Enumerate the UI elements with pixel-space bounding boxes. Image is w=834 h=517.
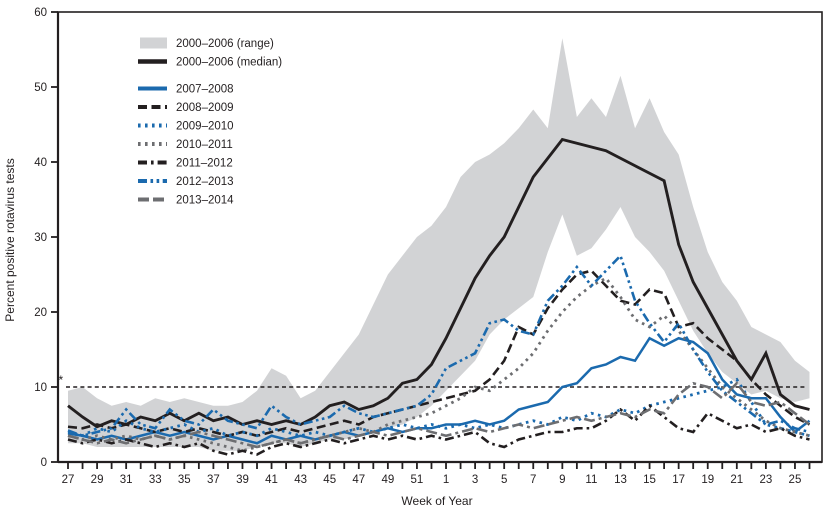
x-tick-label: 49 (381, 474, 394, 486)
series-line-2000-2006- (67, 137, 810, 429)
series-line-2011-2012 (67, 404, 810, 456)
x-tick-label: 1 (443, 474, 449, 486)
range-band-2000-2006 (68, 38, 810, 451)
x-tick-label: 11 (585, 474, 597, 486)
x-tick-label: 19 (701, 474, 714, 486)
x-tick-label: 45 (323, 474, 336, 486)
y-tick-label: 60 (34, 7, 47, 19)
x-tick-label: 9 (559, 474, 565, 486)
x-tick-label: 41 (265, 474, 278, 486)
y-tick-label: 40 (34, 157, 47, 169)
x-tick-label: 27 (62, 474, 75, 486)
series-line-2013-2014 (67, 381, 811, 449)
x-tick-label: 29 (91, 474, 104, 486)
y-tick-label: 50 (34, 82, 47, 94)
legend-label: 2010–2011 (176, 139, 233, 151)
x-tick-label: 17 (672, 474, 685, 486)
x-tick-label: 39 (236, 474, 249, 486)
x-tick-label: 37 (207, 474, 220, 486)
x-tick-label: 43 (294, 474, 307, 486)
x-tick-label: 13 (614, 474, 627, 486)
x-tick-label: 3 (472, 474, 478, 486)
legend-swatch-range (140, 37, 167, 49)
x-tick-label: 21 (730, 474, 743, 486)
y-tick-label: 30 (34, 232, 47, 244)
x-tick-label: 5 (501, 474, 507, 486)
x-tick-label: 15 (643, 474, 656, 486)
series-line-2009-2010 (67, 377, 810, 438)
legend-label: 2008–2009 (176, 102, 234, 114)
series-line-2012-2013 (67, 253, 810, 438)
x-tick-label: 33 (149, 474, 162, 486)
x-tick-label: 35 (178, 474, 191, 486)
legend-label: 2011–2012 (176, 158, 233, 170)
legend-label: 2000–2006 (range) (176, 38, 274, 50)
x-tick-label: 25 (789, 474, 802, 486)
series-line-2008-2009 (67, 269, 811, 438)
legend-label: 2007–2008 (176, 84, 234, 96)
x-tick-label: 31 (120, 474, 133, 486)
y-axis-title: Percent positive rotavirus tests (3, 158, 17, 321)
threshold-footnote-asterisk: * (59, 373, 64, 387)
legend-label: 2000–2006 (median) (176, 57, 282, 69)
x-tick-label: 47 (352, 474, 365, 486)
series-line-2010-2011 (67, 276, 810, 453)
legend-label: 2013–2014 (176, 195, 234, 207)
x-tick-label: 23 (759, 474, 772, 486)
x-axis-title: Week of Year (401, 494, 472, 508)
y-tick-label: 10 (34, 382, 47, 394)
x-tick-label: 7 (530, 474, 536, 486)
legend-label: 2012–2013 (176, 176, 234, 188)
x-tick-label: 51 (411, 474, 424, 486)
legend-label: 2009–2010 (176, 121, 234, 133)
y-tick-label: 0 (41, 457, 47, 469)
y-tick-label: 20 (34, 307, 47, 319)
